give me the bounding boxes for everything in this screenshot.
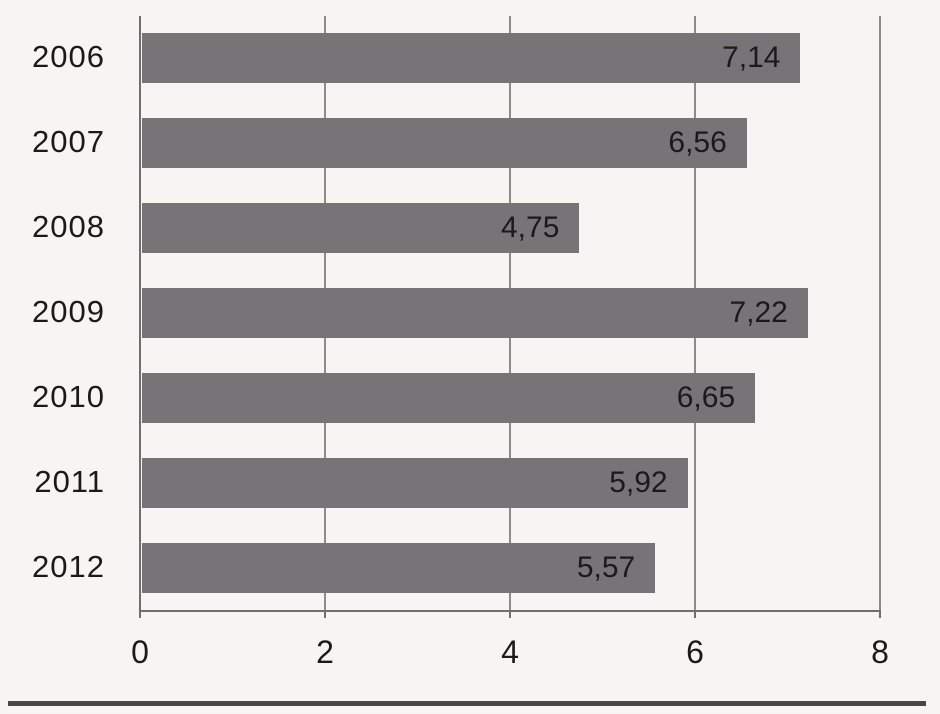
- bar: 6,56: [142, 118, 747, 169]
- category-label: 2010: [32, 378, 105, 414]
- axis-tick: [139, 610, 141, 618]
- bar-value-label: 5,57: [576, 550, 636, 584]
- bar: 5,92: [142, 457, 688, 508]
- bar-value-label: 6,56: [668, 126, 727, 160]
- bar: 4,75: [142, 203, 580, 254]
- bar-value-label: 4,75: [500, 211, 560, 245]
- bar: 5,57: [142, 542, 656, 593]
- category-label: 2008: [32, 209, 105, 245]
- bar: 7,14: [142, 33, 801, 84]
- bar: 6,65: [142, 372, 756, 423]
- category-label: 2011: [34, 463, 105, 499]
- gridline: [139, 16, 141, 610]
- axis-tick: [879, 610, 881, 618]
- bar-value-label: 6,65: [676, 380, 736, 414]
- category-label: 2007: [32, 124, 105, 160]
- bar-value-label: 7,14: [722, 41, 781, 75]
- bar-value-label: 7,22: [729, 296, 788, 329]
- category-label: 2009: [32, 294, 105, 329]
- category-label: 2006: [32, 39, 105, 75]
- x-tick-label: 2: [316, 634, 334, 670]
- axis-tick: [509, 610, 511, 618]
- bar-value-label: 5,92: [609, 465, 668, 499]
- x-tick-label: 0: [131, 634, 149, 670]
- bottom-border-line: [8, 701, 926, 706]
- bar: 7,22: [142, 288, 808, 338]
- axis-tick: [324, 610, 326, 618]
- x-tick-label: 4: [501, 634, 519, 670]
- x-tick-label: 8: [871, 634, 889, 670]
- x-tick-label: 6: [686, 634, 704, 670]
- category-label: 2012: [32, 548, 105, 584]
- gridline: [879, 16, 881, 610]
- axis-tick: [694, 610, 696, 618]
